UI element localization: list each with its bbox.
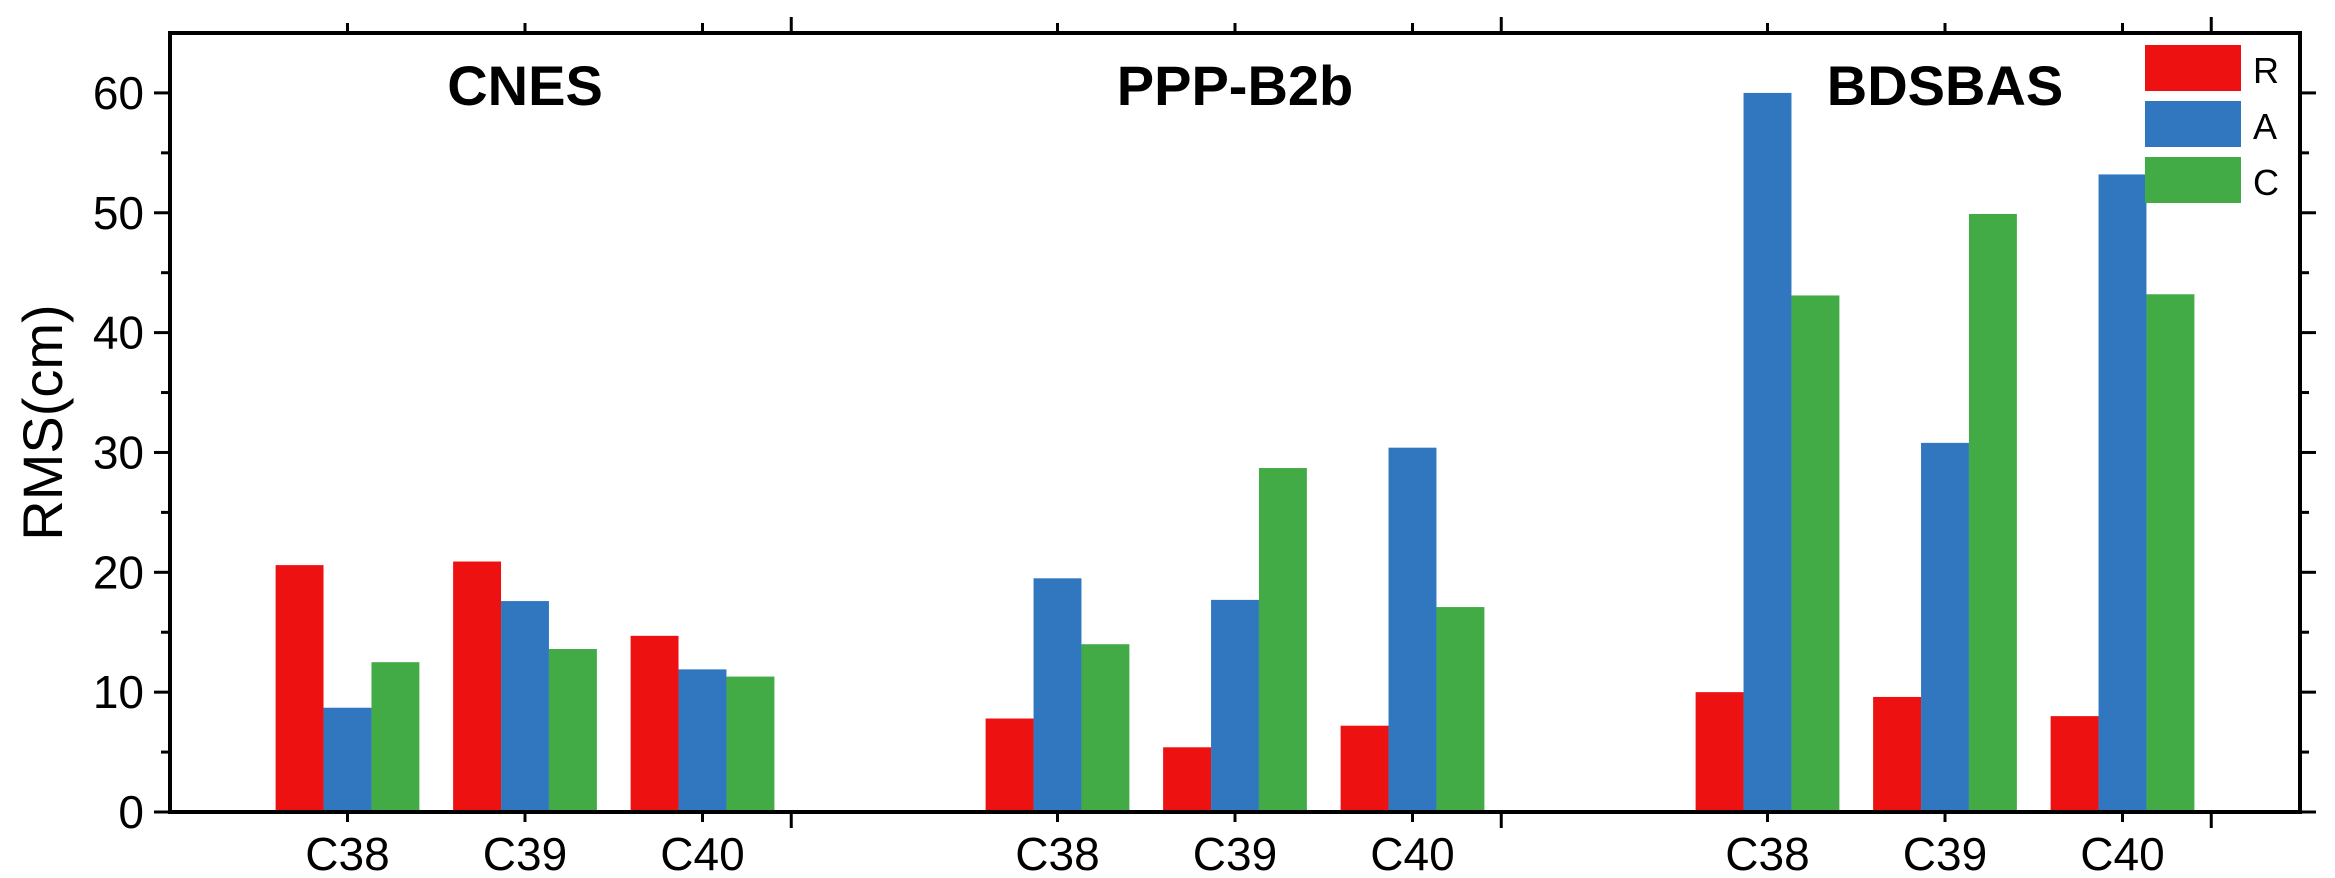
bar-bdsbas-c39-a [1921, 442, 1969, 812]
legend-swatch-r [2145, 45, 2241, 91]
bar-ppp-b2b-c39-a [1211, 599, 1259, 812]
bar-cnes-c40-c [726, 676, 775, 812]
group-title: BDSBAS [1827, 54, 2063, 117]
x-tick-label: C38 [1725, 828, 1809, 878]
bar-cnes-c40-a [678, 669, 727, 812]
bars-layer [275, 92, 2195, 812]
bar-bdsbas-c40-r [2050, 716, 2099, 812]
bar-cnes-c38-a [323, 707, 372, 812]
bar-bdsbas-c40-c [2146, 294, 2195, 812]
y-tick-label: 40 [93, 307, 144, 359]
bar-cnes-c38-c [371, 662, 420, 812]
group-title: PPP-B2b [1117, 54, 1354, 117]
bar-bdsbas-c39-r [1873, 696, 1922, 812]
x-tick-label: C39 [1903, 828, 1987, 878]
bar-ppp-b2b-c39-r [1163, 747, 1212, 812]
x-tick-label: C40 [660, 828, 744, 878]
legend-swatch-c [2145, 157, 2241, 203]
bar-cnes-c39-r [453, 561, 502, 812]
axes-layer [154, 17, 2316, 828]
group-title: CNES [447, 54, 603, 117]
y-tick-label: 60 [93, 67, 144, 119]
bar-cnes-c40-r [630, 635, 679, 812]
bar-cnes-c39-c [548, 649, 597, 812]
bar-ppp-b2b-c38-r [985, 718, 1034, 812]
bar-cnes-c38-r [275, 565, 324, 812]
bar-ppp-b2b-c40-r [1340, 725, 1389, 812]
x-tick-label: C40 [2080, 828, 2164, 878]
legend-label-a: A [2253, 106, 2277, 147]
y-tick-label: 20 [93, 546, 144, 598]
bar-cnes-c39-a [501, 601, 549, 812]
bar-bdsbas-c38-a [1743, 92, 1792, 812]
bar-ppp-b2b-c38-a [1033, 578, 1082, 812]
y-tick-label: 0 [118, 786, 144, 838]
bar-bdsbas-c39-c [1968, 213, 2017, 812]
bar-bdsbas-c38-r [1695, 692, 1744, 812]
legend: RAC [2145, 45, 2279, 203]
y-tick-label: 30 [93, 426, 144, 478]
y-axis-title: RMS(cm) [11, 304, 74, 540]
legend-label-c: C [2253, 162, 2279, 203]
labels-layer: C38 C39 C40 CNES C38 C39 C40 PPP-B2b C38 C39 C40 BD… [11, 54, 2165, 878]
legend-swatch-a [2145, 101, 2241, 147]
x-tick-label: C40 [1370, 828, 1454, 878]
x-tick-label: C39 [1193, 828, 1277, 878]
bar-ppp-b2b-c40-c [1436, 607, 1485, 812]
bar-ppp-b2b-c38-c [1081, 644, 1130, 812]
plot-frame [168, 31, 2302, 814]
legend-label-r: R [2253, 50, 2279, 91]
bar-bdsbas-c40-a [2098, 174, 2147, 812]
y-tick-label: 50 [93, 187, 144, 239]
x-tick-label: C38 [305, 828, 389, 878]
bar-bdsbas-c38-c [1791, 295, 1840, 812]
bar-ppp-b2b-c40-a [1388, 447, 1437, 812]
x-tick-label: C38 [1015, 828, 1099, 878]
y-tick-label: 10 [93, 666, 144, 718]
bar-ppp-b2b-c39-c [1258, 468, 1307, 812]
x-tick-label: C39 [483, 828, 567, 878]
